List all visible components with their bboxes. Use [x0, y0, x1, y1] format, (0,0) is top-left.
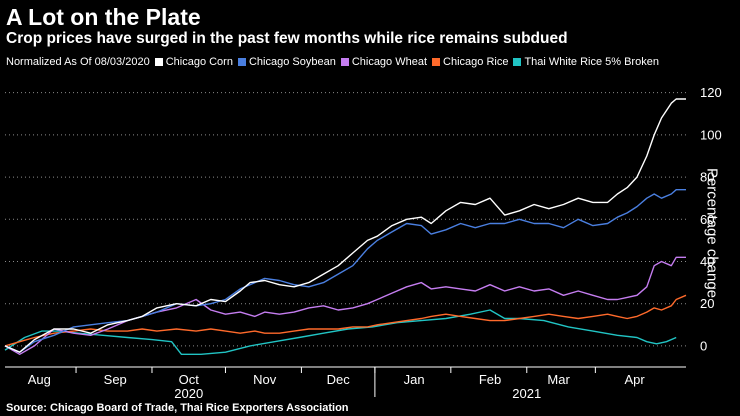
source-note: Source: Chicago Board of Trade, Thai Ric… [6, 402, 349, 414]
legend-label-wheat: Chicago Wheat [351, 56, 428, 68]
chart-subtitle: Crop prices have surged in the past few … [6, 30, 568, 47]
legend-label-rice: Chicago Rice [443, 56, 509, 68]
legend-swatch-wheat [340, 58, 349, 66]
x-tick-label-dec: Dec [327, 372, 351, 387]
x-tick-label-nov: Nov [253, 372, 277, 387]
x-tick-label-feb: Feb [479, 372, 501, 387]
y-tick-label-100: 100 [700, 127, 722, 142]
legend-label-soybean: Chicago Soybean [248, 56, 336, 68]
legend: Normalized As Of 08/03/2020 Chicago Corn… [6, 56, 664, 68]
y-tick-label-40: 40 [700, 254, 714, 269]
legend-item-thai-rice: Thai White Rice 5% Broken [513, 56, 659, 68]
x-tick-label-mar: Mar [547, 372, 570, 387]
legend-item-corn: Chicago Corn [154, 56, 233, 68]
y-tick-label-60: 60 [700, 212, 714, 227]
legend-normalization-note: Normalized As Of 08/03/2020 [6, 56, 150, 68]
x-tick-label-oct: Oct [179, 372, 200, 387]
legend-swatch-rice [432, 58, 441, 66]
legend-swatch-thai-rice [513, 58, 522, 66]
y-tick-label-80: 80 [700, 170, 714, 185]
legend-item-soybean: Chicago Soybean [237, 56, 336, 68]
x-tick-label-sep: Sep [104, 372, 127, 387]
y-tick-label-20: 20 [700, 296, 714, 311]
x-tick-label-aug: Aug [28, 372, 51, 387]
y-tick-label-120: 120 [700, 85, 722, 100]
legend-swatch-soybean [237, 58, 246, 66]
series-line-thai-rice [4, 309, 677, 355]
chart-title: A Lot on the Plate [6, 4, 201, 30]
x-tick-label-apr: Apr [624, 372, 645, 387]
legend-label-corn: Chicago Corn [165, 56, 233, 68]
legend-item-rice: Chicago Rice [432, 56, 508, 68]
y-axis-title: Percentage change [703, 167, 721, 299]
legend-label-thai-rice: Thai White Rice 5% Broken [524, 56, 659, 68]
x-tick-label-jan: Jan [404, 372, 425, 387]
y-tick-label-0: 0 [700, 338, 707, 353]
year-label-2021: 2021 [512, 386, 541, 401]
legend-item-wheat: Chicago Wheat [340, 56, 428, 68]
legend-swatch-corn [154, 58, 163, 66]
series-line-corn [4, 98, 686, 353]
year-label-2020: 2020 [174, 386, 203, 401]
series-line-wheat [4, 256, 686, 355]
series-line-rice [4, 294, 687, 347]
